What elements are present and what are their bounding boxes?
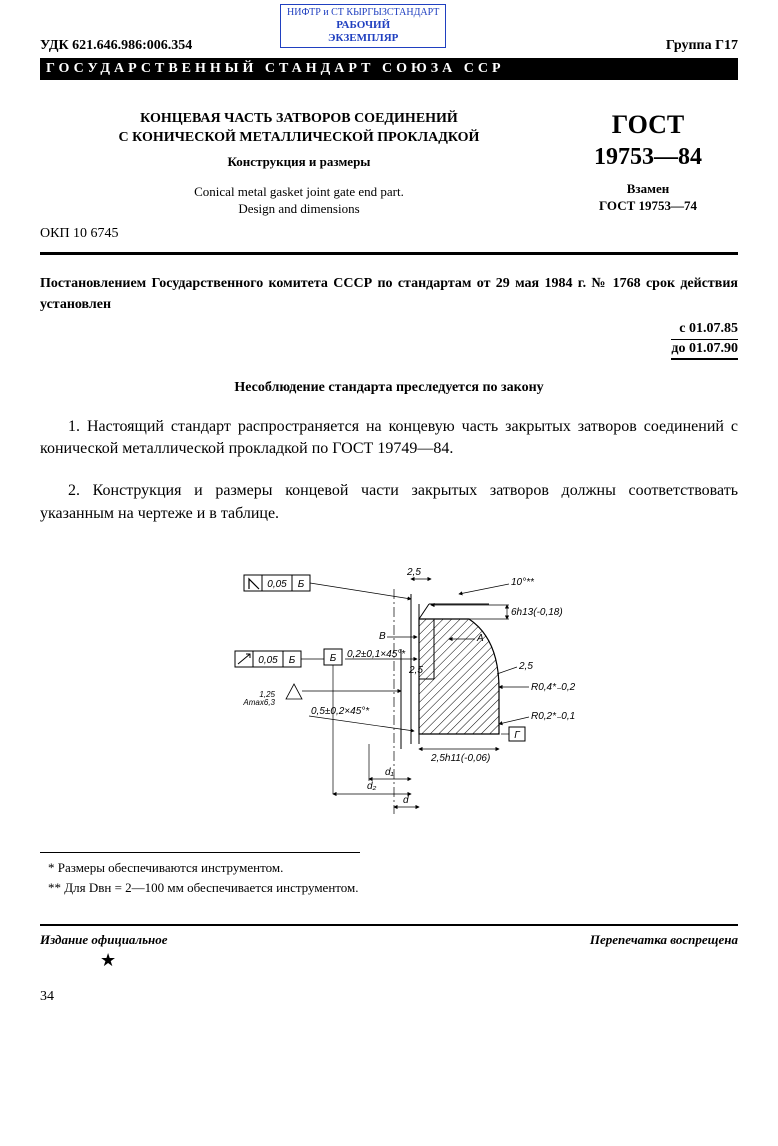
ref-a: А bbox=[476, 633, 484, 644]
dates: с 01.07.85 до 01.07.90 bbox=[40, 321, 738, 360]
edition-label: Издание официальное bbox=[40, 932, 168, 948]
dim-25b: 2,5 bbox=[408, 665, 423, 676]
star-icon: ★ bbox=[100, 950, 738, 971]
dim-d1: d₁ bbox=[385, 767, 394, 778]
drawing-svg: 0,05 Б 2,5 10°** 6h13(-0,18) В А 0 bbox=[199, 549, 579, 819]
dim-25a: 2,5 bbox=[406, 567, 421, 578]
reprint-label: Перепечатка воспрещена bbox=[590, 932, 738, 948]
paragraph-2: 2. Конструкция и размеры концевой части … bbox=[40, 480, 738, 525]
stamp-line2: РАБОЧИЙ bbox=[287, 19, 439, 32]
radius-1: R0,4*₋0,2 bbox=[531, 682, 576, 693]
title-block: КОНЦЕВАЯ ЧАСТЬ ЗАТВОРОВ СОЕДИНЕНИЙ С КОН… bbox=[40, 110, 738, 218]
udk-code: УДК 621.646.986:006.354 bbox=[40, 38, 192, 54]
bottom-row: Издание официальное Перепечатка воспреще… bbox=[40, 932, 738, 948]
chamfer-2: 0,5±0,2×45°* bbox=[311, 706, 370, 717]
tol-25h11: 2,5h11(-0,06) bbox=[430, 753, 490, 764]
title-en-2: Design and dimensions bbox=[238, 201, 359, 216]
decree-text: Постановлением Государственного комитета… bbox=[40, 273, 738, 315]
stamp: НИФТР и СТ КЫРГЫЗСТАНДАРТ РАБОЧИЙ ЭКЗЕМП… bbox=[280, 4, 446, 48]
ref-b1: Б bbox=[298, 579, 305, 590]
section-body bbox=[419, 619, 499, 734]
stamp-line3: ЭКЗЕМПЛЯР bbox=[287, 32, 439, 45]
surface-note2: Amax6,3 bbox=[242, 698, 275, 707]
rule-1 bbox=[40, 252, 738, 255]
paragraph-1: 1. Настоящий стандарт распространяется н… bbox=[40, 416, 738, 461]
ref-v: В bbox=[379, 631, 386, 642]
footnote-1: * Размеры обеспечиваются инструментом. bbox=[60, 859, 738, 877]
dim-25c: 2,5 bbox=[518, 661, 533, 672]
law-notice: Несоблюдение стандарта преследуется по з… bbox=[40, 380, 738, 396]
footnote-rule bbox=[40, 852, 360, 853]
ref-b2: Б bbox=[289, 655, 296, 666]
tol-runout: 0,05 bbox=[258, 655, 278, 666]
tol-perp: 0,05 bbox=[267, 579, 287, 590]
footnote-2: ** Для Dвн = 2—100 мм обеспечивается инс… bbox=[60, 879, 738, 897]
okp-code: ОКП 10 6745 bbox=[40, 226, 738, 242]
title-en-1: Conical metal gasket joint gate end part… bbox=[194, 184, 404, 199]
gost-number: 19753—84 bbox=[558, 144, 738, 171]
subtitle: Конструкция и размеры bbox=[40, 154, 558, 170]
dim-d: d bbox=[403, 795, 409, 806]
angle-label: 10°** bbox=[511, 577, 535, 588]
rule-2 bbox=[40, 924, 738, 926]
group-code: Группа Г17 bbox=[666, 38, 738, 54]
replaces-number: ГОСТ 19753—74 bbox=[599, 198, 697, 213]
footnotes: * Размеры обеспечиваются инструментом. *… bbox=[40, 859, 738, 897]
dim-d2: d₂ bbox=[367, 781, 377, 792]
date-from: с 01.07.85 bbox=[40, 321, 738, 337]
page-number: 34 bbox=[40, 989, 738, 1005]
tol-6h13: 6h13(-0,18) bbox=[511, 607, 563, 618]
chamfer-1: 0,2±0,1×45°* bbox=[347, 649, 406, 660]
title-ru-2: С КОНИЧЕСКОЙ МЕТАЛЛИЧЕСКОЙ ПРОКЛАДКОЙ bbox=[119, 130, 480, 145]
stamp-line1: НИФТР и СТ КЫРГЫЗСТАНДАРТ bbox=[287, 7, 439, 19]
title-ru-1: КОНЦЕВАЯ ЧАСТЬ ЗАТВОРОВ СОЕДИНЕНИЙ bbox=[140, 111, 458, 126]
replaces-label: Взамен bbox=[627, 181, 670, 196]
radius-2: R0,2*₋0,1 bbox=[531, 711, 575, 722]
banner: ГОСУДАРСТВЕННЫЙ СТАНДАРТ СОЮЗА ССР bbox=[40, 58, 738, 80]
gost-label: ГОСТ bbox=[558, 110, 738, 140]
ref-b3: Б bbox=[330, 653, 337, 664]
technical-drawing: 0,05 Б 2,5 10°** 6h13(-0,18) В А 0 bbox=[40, 549, 738, 824]
date-to: до 01.07.90 bbox=[671, 339, 738, 360]
